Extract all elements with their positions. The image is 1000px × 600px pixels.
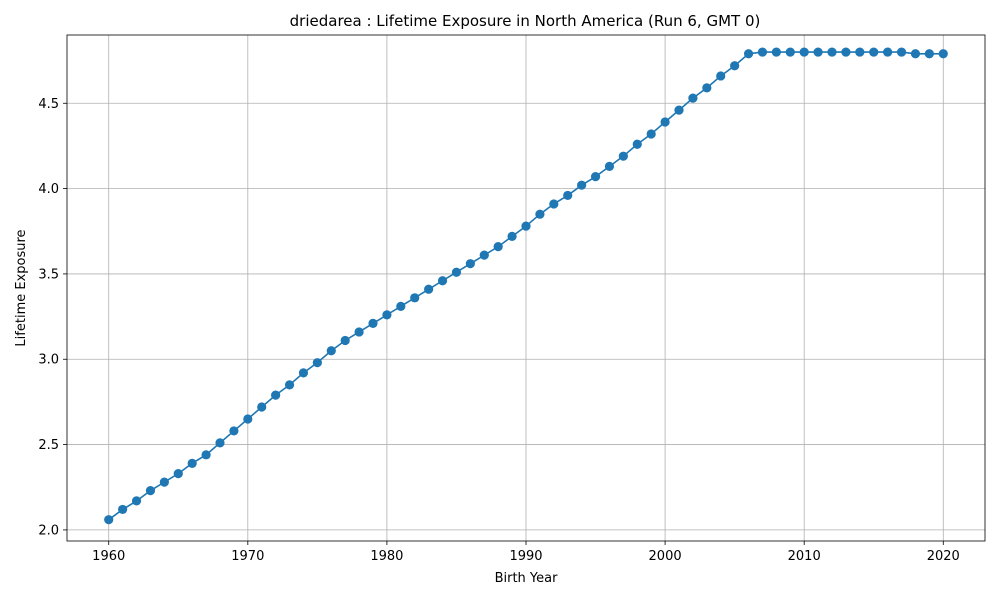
x-tick-label: 2000: [649, 549, 682, 564]
y-tick-label: 4.5: [38, 97, 59, 112]
data-point: [271, 390, 281, 400]
data-point: [368, 318, 378, 329]
y-tick-label: 3.5: [38, 267, 59, 282]
data-point: [590, 172, 601, 182]
y-axis-label: Lifetime Exposure: [14, 229, 29, 346]
data-point: [549, 199, 559, 209]
x-tick-label: 1980: [370, 549, 403, 564]
x-tick-label: 1970: [231, 549, 264, 564]
data-point: [507, 231, 517, 241]
data-point: [396, 301, 406, 311]
data-point: [118, 504, 128, 515]
data-point: [841, 47, 851, 57]
data-point: [326, 346, 336, 356]
data-point: [646, 129, 656, 139]
data-point: [883, 47, 893, 57]
y-tick-label: 4.0: [38, 182, 59, 197]
data-point: [284, 380, 295, 390]
data-point: [131, 496, 142, 506]
data-point: [688, 93, 698, 103]
data-point: [465, 259, 475, 269]
y-tick-label: 3.0: [38, 353, 59, 368]
data-point: [493, 242, 503, 252]
data-point: [298, 368, 309, 378]
data-point: [855, 47, 865, 57]
data-point: [743, 49, 754, 59]
x-axis-label: Birth Year: [495, 571, 559, 586]
data-point: [702, 83, 712, 93]
data-point: [437, 276, 448, 286]
data-point: [757, 47, 768, 57]
data-point: [632, 139, 642, 149]
x-tick-label: 1960: [92, 549, 125, 564]
data-point: [660, 117, 670, 127]
data-point: [229, 426, 239, 436]
data-point: [382, 310, 392, 320]
data-point: [938, 49, 948, 59]
data-point: [813, 47, 823, 57]
data-point: [159, 477, 169, 487]
data-point: [145, 486, 156, 496]
data-point: [771, 47, 781, 57]
axis-ticks: 1960 1970 1980 1990 2000 2010 2020 2.0 2.5 3.0 3.5…: [38, 97, 960, 564]
grid-lines: [67, 35, 985, 541]
data-point: [215, 438, 225, 448]
data-point: [716, 71, 726, 81]
series-exposure: [104, 47, 948, 525]
data-point: [799, 47, 809, 57]
data-point: [604, 161, 615, 172]
x-tick-label: 1990: [509, 549, 542, 564]
data-point: [869, 47, 879, 57]
data-point: [410, 293, 420, 303]
data-point: [910, 49, 921, 59]
data-point: [563, 190, 573, 201]
data-point: [730, 61, 740, 71]
data-point: [257, 402, 267, 412]
data-point: [827, 47, 837, 57]
data-point: [424, 284, 434, 294]
data-point: [201, 450, 211, 460]
x-tick-label: 2010: [788, 549, 821, 564]
data-point: [173, 468, 183, 479]
y-tick-label: 2.0: [38, 523, 59, 538]
data-point: [521, 221, 531, 231]
y-tick-label: 2.5: [38, 438, 59, 453]
data-point: [451, 267, 462, 277]
data-point: [354, 327, 364, 337]
data-point: [104, 515, 114, 525]
data-point: [896, 47, 907, 57]
data-point: [243, 414, 253, 424]
data-point: [674, 105, 684, 115]
data-point: [785, 47, 795, 57]
data-point: [187, 458, 197, 468]
chart-title: driedarea : Lifetime Exposure in North A…: [290, 12, 761, 30]
data-point: [577, 180, 587, 190]
x-tick-label: 2020: [927, 549, 960, 564]
data-point: [479, 250, 489, 260]
data-point: [312, 358, 322, 368]
data-point: [618, 151, 628, 161]
data-point: [924, 49, 934, 59]
data-point: [535, 209, 545, 219]
data-point: [340, 335, 350, 346]
